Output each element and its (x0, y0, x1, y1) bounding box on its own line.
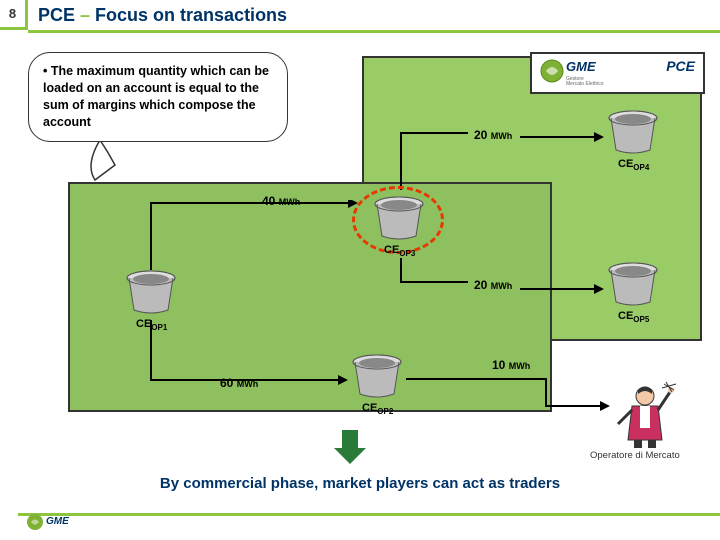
arrow-ce1-up (148, 200, 358, 280)
title-prefix: PCE (38, 5, 75, 25)
bottom-text: By commercial phase, market players can … (0, 475, 720, 492)
bucket-ce5 (604, 262, 662, 308)
divider-top (28, 30, 720, 33)
pce-label: PCE (666, 58, 695, 74)
pce-badge: GME Gestore Mercato Elettrico PCE (530, 52, 705, 94)
gme-logo-badge: GME Gestore Mercato Elettrico (538, 53, 628, 94)
page-number: 8 (0, 0, 28, 30)
bucket-ce4 (604, 110, 662, 156)
label-ce5: CEOP5 (618, 310, 649, 324)
divider-bottom (18, 513, 720, 516)
flow-40: 40 MWh (262, 194, 300, 208)
arrow-ce3-to-20b (398, 258, 474, 288)
svg-text:Mercato Elettrico: Mercato Elettrico (566, 81, 604, 87)
title-dash: – (75, 5, 95, 25)
flow-10: 10 MWh (492, 358, 530, 372)
arrow-to-ce4 (520, 130, 604, 144)
flow-60: 60 MWh (220, 376, 258, 390)
operator-icon (610, 380, 680, 450)
flow-20a: 20 MWh (474, 128, 512, 142)
page-title: PCE – Focus on transactions (38, 5, 287, 26)
label-ce3: CEOP3 (384, 244, 415, 258)
operator-label: Operatore di Mercato (590, 450, 680, 461)
bucket-ce2 (348, 354, 406, 400)
arrow-to-ce5 (520, 282, 604, 296)
down-arrow-icon (330, 430, 370, 471)
svg-text:GME: GME (46, 516, 69, 527)
callout-box: • The maximum quantity which can be load… (28, 52, 288, 142)
title-rest: Focus on transactions (95, 5, 287, 25)
arrow-ce2-to-op (406, 376, 610, 416)
gme-logo-footer: GME (26, 511, 96, 538)
flow-20b: 20 MWh (474, 278, 512, 292)
label-ce4: CEOP4 (618, 158, 649, 172)
label-ce2: CEOP2 (362, 402, 393, 416)
svg-text:GME: GME (566, 59, 596, 74)
label-ce1: CEOP1 (136, 318, 167, 332)
